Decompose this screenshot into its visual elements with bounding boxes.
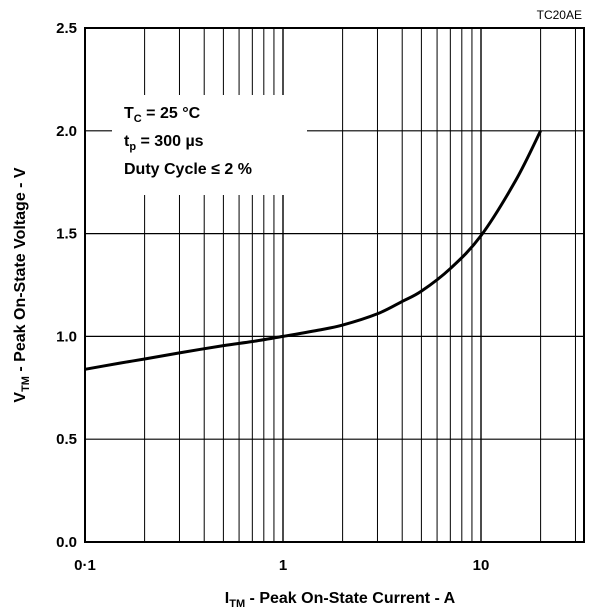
y-axis-label-sub: TM (20, 376, 32, 392)
x-tick-label: 1 (279, 557, 287, 574)
y-axis-label-rest: - Peak On-State Voltage - V (12, 167, 29, 376)
conditions-box (112, 95, 307, 195)
condition-rest: = 25 °C (142, 105, 201, 122)
y-axis-label: VTM - Peak On-State Voltage - V (12, 167, 32, 403)
y-tick-label: 0.0 (56, 534, 77, 551)
plot-frame (84, 27, 585, 543)
condition-sub: C (134, 113, 142, 125)
condition-text: Duty Cycle ≤ 2 % (124, 161, 252, 178)
conditions-legend: TC = 25 °C tp = 300 µs Duty Cycle ≤ 2 % (112, 95, 307, 195)
x-axis-label-sub: TM (229, 598, 245, 610)
y-tick-labels: 0.0 0.5 1.0 1.5 2.0 2.5 (56, 20, 77, 551)
y-axis-label-main: V (12, 392, 29, 403)
x-axis-label-main: I (225, 590, 229, 607)
condition-rest: = 300 µs (136, 133, 204, 150)
y-tick-label: 2.0 (56, 123, 77, 140)
x-tick-label: 0·1 (74, 557, 96, 574)
x-tick-label: 10 (473, 557, 490, 574)
y-tick-label: 2.5 (56, 20, 77, 37)
condition-main: t (124, 133, 130, 150)
condition-main: Duty Cycle ≤ 2 % (124, 161, 252, 178)
condition-main: T (124, 105, 134, 122)
x-axis-label: ITM - Peak On-State Current - A (225, 590, 456, 610)
condition-text: tp = 300 µs (124, 133, 204, 153)
x-tick-labels: 0·1 1 10 (74, 557, 489, 574)
series-line (84, 130, 542, 371)
figure-code: TC20AE (537, 8, 582, 22)
y-tick-label: 1.5 (56, 226, 77, 243)
y-tick-label: 0.5 (56, 431, 77, 448)
condition-sub: p (129, 141, 136, 153)
condition-text: TC = 25 °C (124, 105, 201, 125)
y-tick-label: 1.0 (56, 328, 77, 345)
x-axis-label-rest: - Peak On-State Current - A (245, 590, 456, 607)
